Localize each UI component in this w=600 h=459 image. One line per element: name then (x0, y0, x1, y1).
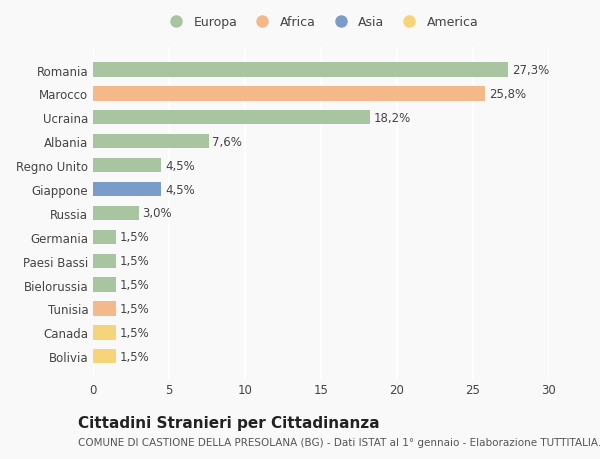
Bar (93, 87, 485, 101)
Bar (93, 349, 116, 364)
Bar (93, 230, 116, 245)
Bar (93, 182, 161, 197)
Text: COMUNE DI CASTIONE DELLA PRESOLANA (BG) - Dati ISTAT al 1° gennaio - Elaborazion: COMUNE DI CASTIONE DELLA PRESOLANA (BG) … (78, 437, 600, 447)
Text: 25,8%: 25,8% (489, 88, 526, 101)
Bar (93, 159, 161, 173)
Bar (93, 135, 209, 149)
Text: 3,0%: 3,0% (142, 207, 172, 220)
Text: 4,5%: 4,5% (165, 159, 195, 172)
Text: 1,5%: 1,5% (119, 255, 149, 268)
Bar (93, 254, 116, 268)
Text: 18,2%: 18,2% (373, 112, 410, 124)
Text: Cittadini Stranieri per Cittadinanza: Cittadini Stranieri per Cittadinanza (78, 415, 380, 431)
Text: 1,5%: 1,5% (119, 279, 149, 291)
Text: 7,6%: 7,6% (212, 135, 242, 148)
Bar (93, 278, 116, 292)
Bar (93, 325, 116, 340)
Bar (93, 63, 508, 78)
Text: 1,5%: 1,5% (119, 231, 149, 244)
Bar (93, 302, 116, 316)
Legend: Europa, Africa, Asia, America: Europa, Africa, Asia, America (163, 17, 479, 29)
Bar (93, 206, 139, 221)
Bar (93, 111, 370, 125)
Text: 1,5%: 1,5% (119, 302, 149, 315)
Text: 27,3%: 27,3% (512, 64, 549, 77)
Text: 4,5%: 4,5% (165, 183, 195, 196)
Text: 1,5%: 1,5% (119, 350, 149, 363)
Text: 1,5%: 1,5% (119, 326, 149, 339)
